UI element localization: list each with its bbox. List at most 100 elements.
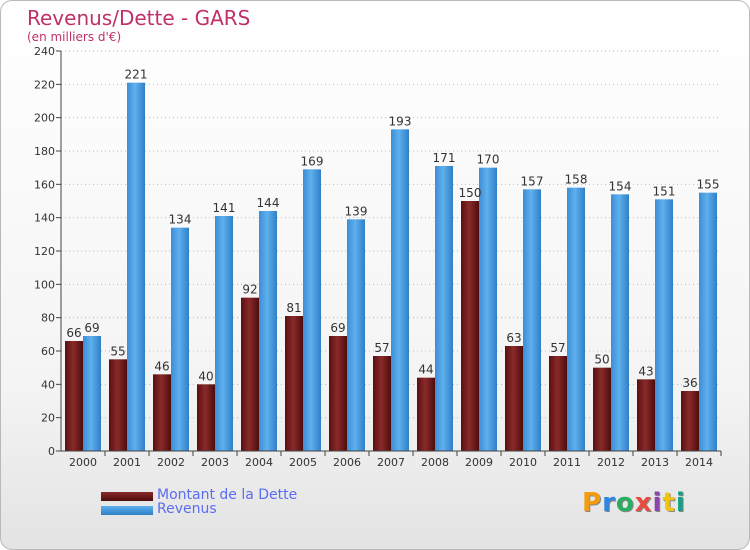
data-label-revenus: 144: [257, 196, 280, 210]
bar-dette: [197, 384, 215, 451]
data-label-dette: 150: [459, 186, 482, 200]
y-tick-label: 220: [34, 78, 55, 91]
bar-revenus: [171, 227, 189, 451]
x-tick-label: 2009: [465, 456, 493, 469]
chart-subtitle: (en milliers d'€): [27, 30, 122, 44]
legend-label-dette: Montant de la Dette: [157, 487, 298, 503]
data-label-dette: 55: [110, 344, 125, 358]
bar-revenus: [567, 187, 585, 451]
x-tick-label: 2004: [245, 456, 273, 469]
legend-swatch-revenus: [101, 506, 153, 515]
bar-dette: [373, 356, 391, 451]
data-label-revenus: 169: [301, 154, 324, 168]
legend-label-revenus: Revenus: [157, 501, 217, 517]
bar-revenus: [127, 82, 145, 452]
data-label-revenus: 69: [84, 321, 99, 335]
bar-dette: [549, 356, 567, 451]
y-tick-label: 160: [34, 178, 55, 191]
bar-dette: [65, 341, 83, 451]
logo-letter: i: [652, 488, 663, 518]
data-label-revenus: 171: [433, 151, 456, 165]
x-tick-label: 2010: [509, 456, 537, 469]
logo-letter: o: [615, 488, 635, 518]
bar-revenus: [435, 166, 453, 451]
y-tick-label: 240: [34, 45, 55, 58]
data-label-dette: 43: [638, 364, 653, 378]
bar-dette: [637, 379, 655, 451]
y-tick-label: 100: [34, 278, 55, 291]
data-label-dette: 81: [286, 301, 301, 315]
data-label-revenus: 158: [565, 173, 588, 187]
x-tick-label: 2008: [421, 456, 449, 469]
bar-revenus: [215, 216, 233, 451]
x-tick-label: 2002: [157, 456, 185, 469]
bar-revenus: [479, 167, 497, 451]
data-label-dette: 92: [242, 283, 257, 297]
bar-dette: [153, 374, 171, 451]
bar-dette: [505, 346, 523, 451]
logo-letter: P: [582, 488, 603, 518]
bar-revenus: [523, 189, 541, 452]
bar-dette: [417, 377, 435, 451]
logo-letter: x: [634, 488, 653, 518]
data-label-revenus: 157: [521, 174, 544, 188]
data-label-revenus: 193: [389, 114, 412, 128]
x-tick-label: 2011: [553, 456, 581, 469]
proxiti-logo: Proxiti: [582, 488, 686, 518]
y-tick-label: 120: [34, 245, 55, 258]
x-tick-label: 2013: [641, 456, 669, 469]
bar-revenus: [83, 336, 101, 451]
y-tick-label: 80: [41, 312, 55, 325]
bar-dette: [109, 359, 127, 451]
data-label-revenus: 154: [609, 179, 632, 193]
data-label-dette: 57: [374, 341, 389, 355]
y-tick-label: 0: [48, 445, 55, 458]
x-tick-label: 2001: [113, 456, 141, 469]
data-label-revenus: 139: [345, 204, 368, 218]
data-label-revenus: 155: [697, 178, 720, 192]
bar-dette: [285, 316, 303, 451]
x-tick-label: 2006: [333, 456, 361, 469]
data-label-revenus: 170: [477, 153, 500, 167]
bar-revenus: [655, 199, 673, 451]
x-tick-label: 2014: [685, 456, 713, 469]
x-tick-label: 2007: [377, 456, 405, 469]
data-label-dette: 36: [682, 376, 697, 390]
data-label-revenus: 134: [169, 213, 192, 227]
y-tick-label: 60: [41, 345, 55, 358]
logo-letter: i: [675, 488, 686, 518]
logo-letter: t: [662, 488, 676, 518]
data-label-dette: 66: [66, 326, 81, 340]
bar-revenus: [391, 129, 409, 452]
bar-revenus: [347, 219, 365, 451]
y-tick-label: 40: [41, 378, 55, 391]
legend-swatch-dette: [101, 492, 153, 501]
bar-dette: [329, 336, 347, 451]
data-label-dette: 63: [506, 331, 521, 345]
data-label-revenus: 151: [653, 184, 676, 198]
x-tick-label: 2000: [69, 456, 97, 469]
logo-letter: r: [602, 488, 616, 518]
bar-revenus: [611, 194, 629, 452]
data-label-revenus: 141: [213, 201, 236, 215]
data-label-dette: 57: [550, 341, 565, 355]
data-label-dette: 69: [330, 321, 345, 335]
x-tick-label: 2012: [597, 456, 625, 469]
bar-dette: [681, 391, 699, 451]
data-label-dette: 44: [418, 363, 433, 377]
y-tick-label: 180: [34, 145, 55, 158]
x-tick-label: 2005: [289, 456, 317, 469]
data-label-revenus: 221: [125, 68, 148, 82]
bar-revenus: [699, 192, 717, 451]
y-tick-label: 20: [41, 412, 55, 425]
data-label-dette: 50: [594, 353, 609, 367]
bar-dette: [461, 201, 479, 451]
y-tick-label: 140: [34, 212, 55, 225]
chart-title: Revenus/Dette - GARS: [27, 6, 251, 30]
x-tick-label: 2003: [201, 456, 229, 469]
bar-dette: [241, 297, 259, 451]
bar-dette: [593, 367, 611, 451]
y-tick-label: 200: [34, 112, 55, 125]
